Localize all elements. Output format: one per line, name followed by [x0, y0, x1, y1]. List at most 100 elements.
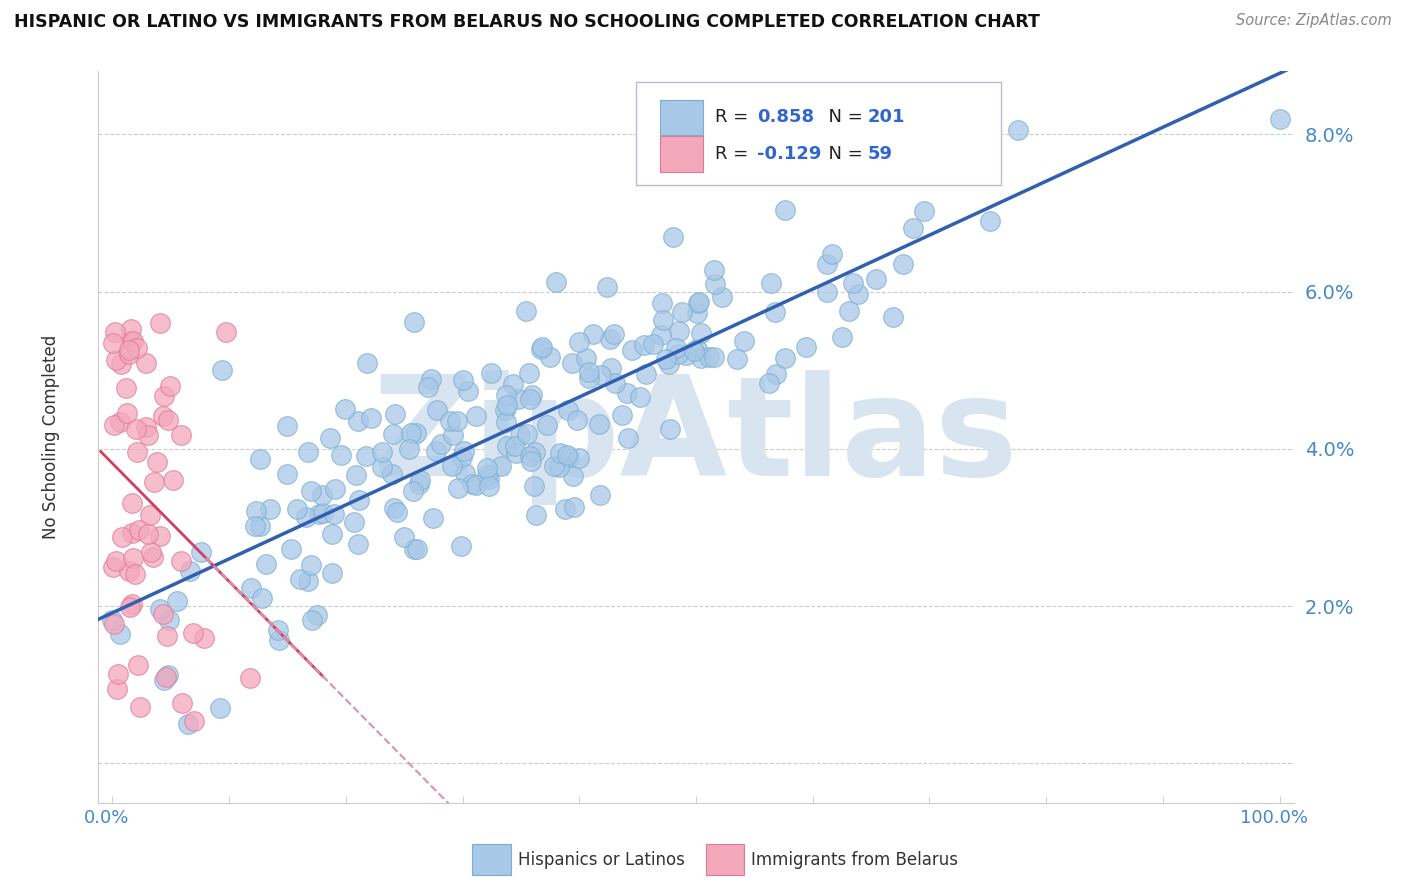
Point	[515, 304, 537, 318]
Point	[139, 508, 162, 522]
Point	[239, 671, 262, 685]
Point	[416, 380, 439, 394]
Point	[307, 608, 329, 623]
Point	[578, 365, 600, 379]
Text: R =: R =	[716, 109, 754, 127]
Point	[276, 419, 298, 434]
Point	[842, 276, 865, 290]
Point	[815, 257, 838, 271]
Point	[103, 617, 125, 632]
Point	[530, 340, 553, 354]
Point	[429, 437, 451, 451]
Point	[523, 479, 546, 493]
Point	[561, 356, 583, 370]
Point	[1268, 112, 1291, 126]
Point	[399, 425, 422, 440]
Text: No Schooling Completed: No Schooling Completed	[42, 335, 59, 539]
Point	[426, 403, 449, 417]
Point	[107, 667, 129, 681]
Point	[603, 326, 626, 341]
Point	[683, 343, 706, 358]
Point	[249, 452, 271, 467]
Point	[733, 334, 755, 348]
Point	[565, 413, 588, 427]
Point	[136, 428, 159, 442]
Point	[153, 673, 176, 688]
Point	[450, 540, 472, 554]
Point	[333, 402, 356, 417]
Point	[127, 444, 149, 458]
FancyBboxPatch shape	[661, 100, 703, 136]
Point	[149, 602, 172, 616]
Point	[621, 343, 644, 358]
Text: 0.0%: 0.0%	[84, 809, 129, 827]
Point	[385, 505, 408, 519]
Point	[478, 472, 501, 486]
Point	[651, 313, 673, 327]
Point	[120, 334, 142, 348]
Point	[568, 451, 591, 466]
Point	[101, 613, 124, 627]
Point	[215, 325, 238, 339]
Text: ZipAtlas: ZipAtlas	[373, 369, 1019, 505]
Point	[494, 403, 516, 417]
Point	[453, 373, 475, 387]
Point	[209, 700, 232, 714]
Point	[519, 449, 541, 463]
Point	[651, 296, 673, 310]
Point	[443, 428, 465, 442]
Point	[110, 415, 132, 429]
Point	[321, 527, 343, 541]
Point	[815, 285, 838, 299]
Point	[312, 506, 335, 520]
Point	[422, 511, 444, 525]
Point	[759, 277, 782, 291]
Text: N =: N =	[817, 145, 868, 163]
Point	[603, 376, 626, 391]
Point	[110, 357, 132, 371]
Point	[347, 493, 370, 508]
Point	[249, 518, 271, 533]
Point	[461, 477, 484, 491]
Point	[564, 500, 586, 514]
Point	[848, 287, 870, 301]
Text: Immigrants from Belarus: Immigrants from Belarus	[751, 851, 957, 869]
Point	[440, 458, 463, 473]
Point	[211, 363, 233, 377]
Point	[121, 526, 143, 541]
Point	[616, 386, 638, 401]
Point	[181, 625, 204, 640]
Text: R =: R =	[716, 145, 754, 163]
Point	[520, 453, 543, 467]
Point	[301, 613, 323, 627]
Point	[555, 448, 578, 462]
Point	[536, 417, 558, 432]
Point	[491, 459, 513, 474]
Point	[668, 324, 690, 338]
Point	[276, 467, 298, 481]
Point	[152, 607, 174, 621]
Point	[103, 559, 125, 574]
Point	[118, 600, 141, 615]
Point	[821, 247, 844, 261]
Point	[371, 445, 394, 459]
Point	[1007, 123, 1029, 137]
Point	[478, 478, 501, 492]
Point	[634, 367, 657, 381]
Point	[794, 340, 817, 354]
Point	[686, 306, 709, 320]
Point	[633, 338, 655, 352]
FancyBboxPatch shape	[661, 136, 703, 172]
Point	[299, 483, 322, 498]
Point	[453, 444, 475, 458]
Point	[543, 458, 565, 473]
Point	[838, 304, 860, 318]
Point	[142, 475, 165, 489]
Point	[267, 633, 290, 648]
Point	[655, 351, 678, 366]
Point	[588, 417, 610, 431]
Point	[464, 478, 486, 492]
Point	[725, 351, 748, 366]
Point	[146, 455, 169, 469]
Point	[297, 444, 319, 458]
